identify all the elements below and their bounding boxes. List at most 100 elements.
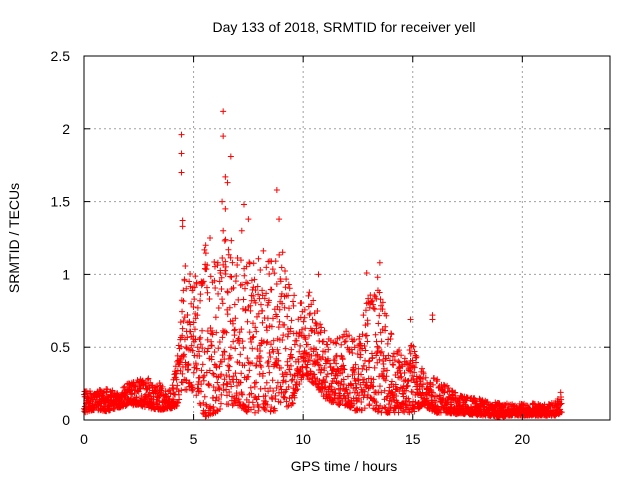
- data-point: [282, 284, 289, 291]
- data-point: [177, 357, 184, 364]
- data-point: [267, 353, 274, 360]
- data-point: [226, 373, 233, 380]
- data-point: [301, 357, 308, 364]
- data-point: [383, 355, 390, 362]
- data-point: [280, 393, 287, 400]
- data-point: [175, 399, 182, 406]
- data-point: [390, 362, 397, 369]
- data-point: [267, 385, 274, 392]
- data-point: [191, 284, 198, 291]
- data-point: [361, 405, 368, 412]
- data-point: [325, 357, 332, 364]
- data-outliers: [178, 108, 564, 396]
- data-point: [193, 392, 200, 399]
- data-point: [340, 381, 347, 388]
- data-point: [378, 389, 385, 396]
- data-point: [306, 311, 313, 318]
- data-point-outlier: [179, 223, 186, 230]
- data-point: [264, 327, 270, 334]
- data-point: [265, 388, 272, 395]
- data-point: [324, 341, 331, 348]
- data-point: [209, 331, 216, 338]
- data-point: [201, 372, 208, 379]
- data-point: [180, 298, 187, 305]
- data-point: [183, 386, 190, 393]
- data-point: [197, 291, 204, 298]
- data-point: [330, 398, 337, 405]
- data-point: [236, 399, 243, 406]
- data-point-outlier: [220, 108, 227, 115]
- data-point: [249, 345, 256, 352]
- data-point: [422, 374, 429, 381]
- data-point: [221, 237, 228, 244]
- data-point: [377, 349, 384, 356]
- data-point: [268, 404, 275, 411]
- data-point: [216, 278, 223, 285]
- data-point: [345, 394, 352, 401]
- data-point: [281, 304, 288, 311]
- data-point: [261, 405, 268, 412]
- data-point: [188, 342, 195, 349]
- plot-area-border: [83, 55, 611, 421]
- data-point: [325, 346, 332, 353]
- data-point: [228, 383, 235, 390]
- data-point: [258, 364, 265, 371]
- data-point: [264, 315, 271, 322]
- data-point: [370, 305, 377, 312]
- data-point: [189, 347, 196, 354]
- data-point: [199, 279, 206, 286]
- data-point: [264, 338, 271, 345]
- data-point: [218, 274, 225, 281]
- data-point-outlier: [245, 216, 252, 223]
- data-point: [388, 331, 395, 338]
- data-point: [154, 401, 161, 408]
- data-point: [206, 367, 213, 374]
- data-point: [252, 299, 259, 306]
- x-tick-label: 15: [405, 431, 421, 447]
- data-point: [187, 283, 194, 290]
- data-point: [288, 377, 295, 384]
- data-point: [298, 299, 305, 306]
- data-point: [388, 378, 395, 385]
- data-point: [202, 250, 209, 257]
- data-point: [294, 372, 301, 379]
- data-point: [249, 320, 256, 327]
- data-point: [137, 384, 144, 391]
- data-point: [212, 387, 219, 394]
- data-point: [232, 345, 239, 352]
- data-point: [227, 344, 234, 351]
- data-point: [237, 379, 244, 386]
- data-point: [295, 358, 302, 365]
- data-point: [225, 367, 232, 374]
- data-point: [259, 307, 266, 314]
- data-point: [312, 360, 319, 367]
- data-point: [286, 305, 293, 312]
- data-point: [211, 277, 218, 284]
- y-tick-label: 2.5: [51, 48, 71, 64]
- data-point: [288, 317, 295, 324]
- data-point: [270, 337, 277, 344]
- data-point: [249, 360, 256, 367]
- data-point: [275, 324, 282, 331]
- data-point: [227, 254, 234, 261]
- data-point: [137, 385, 144, 392]
- data-point: [182, 262, 189, 269]
- data-point: [256, 358, 263, 365]
- data-point: [429, 389, 436, 396]
- data-point: [289, 399, 296, 406]
- data-point: [377, 329, 384, 336]
- x-axis-label: GPS time / hours: [291, 458, 398, 474]
- data-point: [198, 381, 205, 388]
- data-point: [269, 266, 276, 273]
- data-point: [407, 350, 414, 357]
- data-point: [387, 336, 394, 343]
- data-point: [247, 307, 254, 314]
- data-point: [284, 333, 291, 340]
- data-point: [192, 315, 199, 322]
- data-point: [255, 407, 262, 414]
- data-point: [199, 345, 206, 352]
- data-point: [271, 270, 278, 277]
- data-point: [372, 399, 379, 406]
- data-point: [302, 336, 309, 343]
- data-point: [235, 296, 242, 303]
